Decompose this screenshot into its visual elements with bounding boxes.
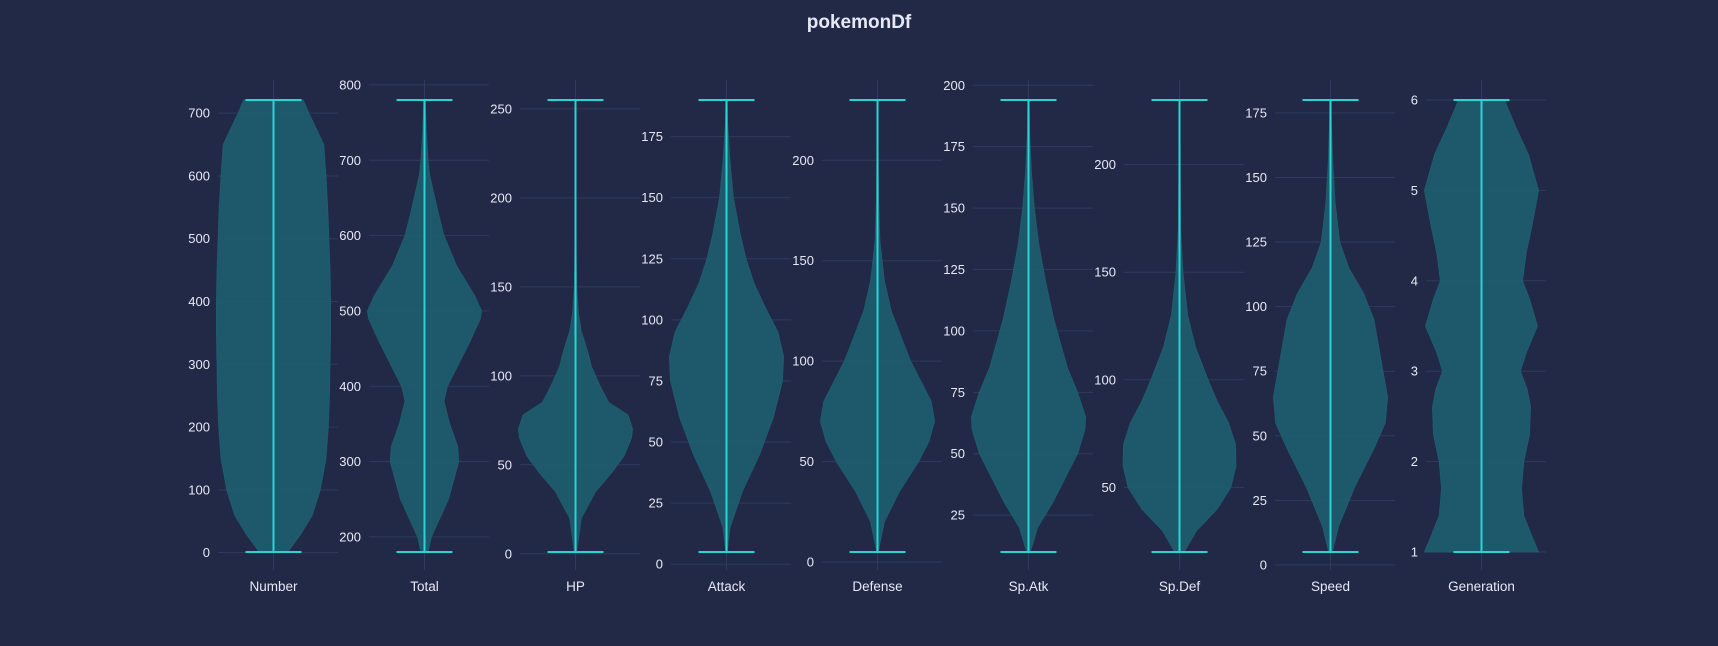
tick-label-total: 800 bbox=[339, 77, 361, 92]
tick-label-sp-atk: 50 bbox=[951, 446, 965, 461]
tick-label-total: 600 bbox=[339, 228, 361, 243]
tick-label-generation: 3 bbox=[1411, 364, 1418, 379]
tick-label-attack: 75 bbox=[649, 373, 663, 388]
tick-label-hp: 250 bbox=[490, 101, 512, 116]
tick-label-sp-atk: 25 bbox=[951, 508, 965, 523]
category-label-speed: Speed bbox=[1311, 579, 1350, 594]
tick-label-total: 200 bbox=[339, 529, 361, 544]
tick-label-number: 100 bbox=[188, 482, 210, 497]
tick-label-total: 500 bbox=[339, 303, 361, 318]
tick-label-number: 0 bbox=[203, 545, 210, 560]
tick-label-number: 300 bbox=[188, 357, 210, 372]
tick-label-defense: 150 bbox=[792, 253, 814, 268]
tick-label-number: 200 bbox=[188, 420, 210, 435]
tick-label-defense: 100 bbox=[792, 354, 814, 369]
tick-label-sp-atk: 175 bbox=[943, 139, 965, 154]
tick-label-generation: 6 bbox=[1411, 93, 1418, 108]
tick-label-speed: 75 bbox=[1253, 364, 1267, 379]
violin-panels: 0100200300400500600700Number200300400500… bbox=[188, 77, 1546, 594]
tick-label-number: 700 bbox=[188, 106, 210, 121]
panel-generation: 1 2 3 4 5 6 Generation bbox=[1411, 80, 1546, 594]
category-label-sp-atk: Sp.Atk bbox=[1009, 579, 1049, 594]
panel-total: 200 300 400 500 600 700 800 Total bbox=[339, 77, 489, 594]
tick-label-number: 400 bbox=[188, 294, 210, 309]
tick-label-attack: 100 bbox=[641, 312, 663, 327]
tick-label-sp-atk: 75 bbox=[951, 385, 965, 400]
tick-label-number: 600 bbox=[188, 168, 210, 183]
tick-label-attack: 25 bbox=[649, 496, 663, 511]
tick-label-defense: 0 bbox=[807, 555, 814, 570]
tick-label-sp-atk: 125 bbox=[943, 262, 965, 277]
category-label-sp-def: Sp.Def bbox=[1159, 579, 1201, 594]
tick-label-speed: 175 bbox=[1245, 105, 1267, 120]
panel-attack: 0 25 50 75 100 125 150 175 Attack bbox=[641, 80, 791, 594]
tick-label-generation: 1 bbox=[1411, 545, 1418, 560]
category-label-total: Total bbox=[410, 579, 439, 594]
tick-label-total: 300 bbox=[339, 454, 361, 469]
tick-label-hp: 200 bbox=[490, 190, 512, 205]
panel-defense: 0 50 100 150 200 Defense bbox=[792, 80, 942, 594]
tick-label-hp: 100 bbox=[490, 368, 512, 383]
tick-label-total: 700 bbox=[339, 153, 361, 168]
tick-label-speed: 50 bbox=[1253, 428, 1267, 443]
tick-label-attack: 125 bbox=[641, 251, 663, 266]
category-label-number: Number bbox=[249, 579, 298, 594]
tick-label-speed: 25 bbox=[1253, 493, 1267, 508]
panel-sp-atk: 25 50 75 100 125 150 175 200 Sp.Atk bbox=[943, 78, 1093, 594]
tick-label-sp-def: 150 bbox=[1094, 265, 1116, 280]
category-label-attack: Attack bbox=[708, 579, 746, 594]
tick-label-sp-atk: 100 bbox=[943, 323, 965, 338]
tick-label-speed: 125 bbox=[1245, 235, 1267, 250]
tick-label-generation: 4 bbox=[1411, 273, 1418, 288]
tick-label-total: 400 bbox=[339, 379, 361, 394]
tick-label-defense: 200 bbox=[792, 153, 814, 168]
tick-label-hp: 150 bbox=[490, 279, 512, 294]
panel-sp-def: 50 100 150 200 Sp.Def bbox=[1094, 80, 1244, 594]
category-label-defense: Defense bbox=[852, 579, 902, 594]
tick-label-generation: 2 bbox=[1411, 454, 1418, 469]
panel-number: 0 100 200 300 400 500 600 700 Number bbox=[188, 80, 338, 594]
panel-hp: 0 50 100 150 200 250 HP bbox=[490, 80, 640, 594]
tick-label-speed: 100 bbox=[1245, 299, 1267, 314]
tick-label-attack: 175 bbox=[641, 129, 663, 144]
category-label-generation: Generation bbox=[1448, 579, 1515, 594]
tick-label-sp-def: 100 bbox=[1094, 372, 1116, 387]
tick-label-generation: 5 bbox=[1411, 183, 1418, 198]
tick-label-attack: 150 bbox=[641, 190, 663, 205]
tick-label-attack: 0 bbox=[656, 557, 663, 572]
tick-label-hp: 0 bbox=[505, 546, 512, 561]
tick-label-hp: 50 bbox=[498, 457, 512, 472]
tick-label-sp-def: 50 bbox=[1102, 480, 1116, 495]
chart-title: pokemonDf bbox=[807, 12, 912, 33]
panel-speed: 0 25 50 75 100 125 150 175 Speed bbox=[1245, 80, 1395, 594]
tick-label-speed: 150 bbox=[1245, 170, 1267, 185]
tick-label-number: 500 bbox=[188, 231, 210, 246]
tick-label-defense: 50 bbox=[800, 454, 814, 469]
tick-label-sp-def: 200 bbox=[1094, 157, 1116, 172]
category-label-hp: HP bbox=[566, 579, 585, 594]
tick-label-attack: 50 bbox=[649, 435, 663, 450]
tick-label-sp-atk: 200 bbox=[943, 78, 965, 93]
tick-label-sp-atk: 150 bbox=[943, 201, 965, 216]
tick-label-speed: 0 bbox=[1260, 557, 1267, 572]
